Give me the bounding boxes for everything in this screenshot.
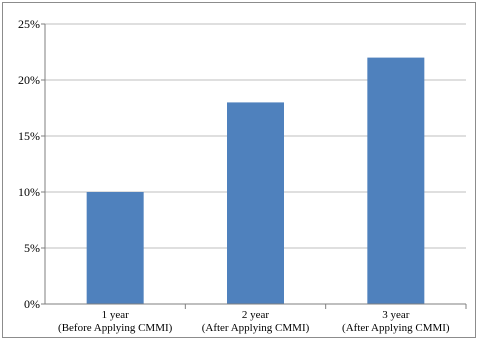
x-category-label: (Before Applying CMMI): [58, 322, 173, 334]
y-tick-label: 5%: [24, 241, 40, 255]
x-category-label: 3 year: [382, 309, 410, 321]
bar: [367, 57, 425, 304]
bars: [86, 57, 425, 305]
y-tick-labels: 0% 5% 10% 15% 20% 25%: [18, 17, 40, 311]
y-tick-label: 10%: [18, 185, 40, 199]
x-category-labels: 1 year(Before Applying CMMI)2 year(After…: [58, 309, 450, 334]
x-category-label: (After Applying CMMI): [342, 322, 450, 334]
x-category-label: (After Applying CMMI): [202, 322, 310, 334]
x-category-label: 1 year: [102, 309, 130, 321]
y-tick-label: 0%: [24, 297, 40, 311]
y-tick-label: 25%: [18, 17, 40, 31]
bar: [86, 192, 144, 304]
x-category-label: 2 year: [242, 309, 270, 321]
axes: [41, 23, 467, 309]
bar: [227, 102, 284, 305]
y-tick-label: 20%: [18, 73, 40, 87]
y-tick-label: 15%: [18, 129, 40, 143]
